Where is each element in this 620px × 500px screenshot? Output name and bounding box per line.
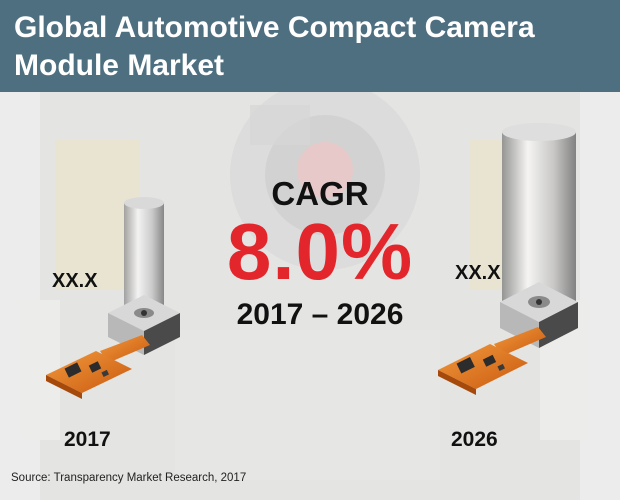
- camera-module-small-icon: [46, 197, 180, 399]
- year-label-2017: 2017: [64, 428, 111, 451]
- title-banner: Global Automotive Compact Camera Module …: [0, 0, 620, 92]
- market-value-2017: XX.X: [52, 270, 98, 292]
- market-value-2026: XX.X: [455, 262, 501, 284]
- cagr-label: CAGR: [271, 175, 369, 212]
- camera-module-large-icon: [438, 123, 578, 395]
- cagr-period: 2017 – 2026: [236, 298, 404, 331]
- cagr-value: 8.0%: [226, 207, 414, 296]
- year-label-2026: 2026: [451, 428, 498, 451]
- page-title: Global Automotive Compact Camera Module …: [14, 11, 535, 82]
- source-note: Source: Transparency Market Research, 20…: [11, 472, 247, 484]
